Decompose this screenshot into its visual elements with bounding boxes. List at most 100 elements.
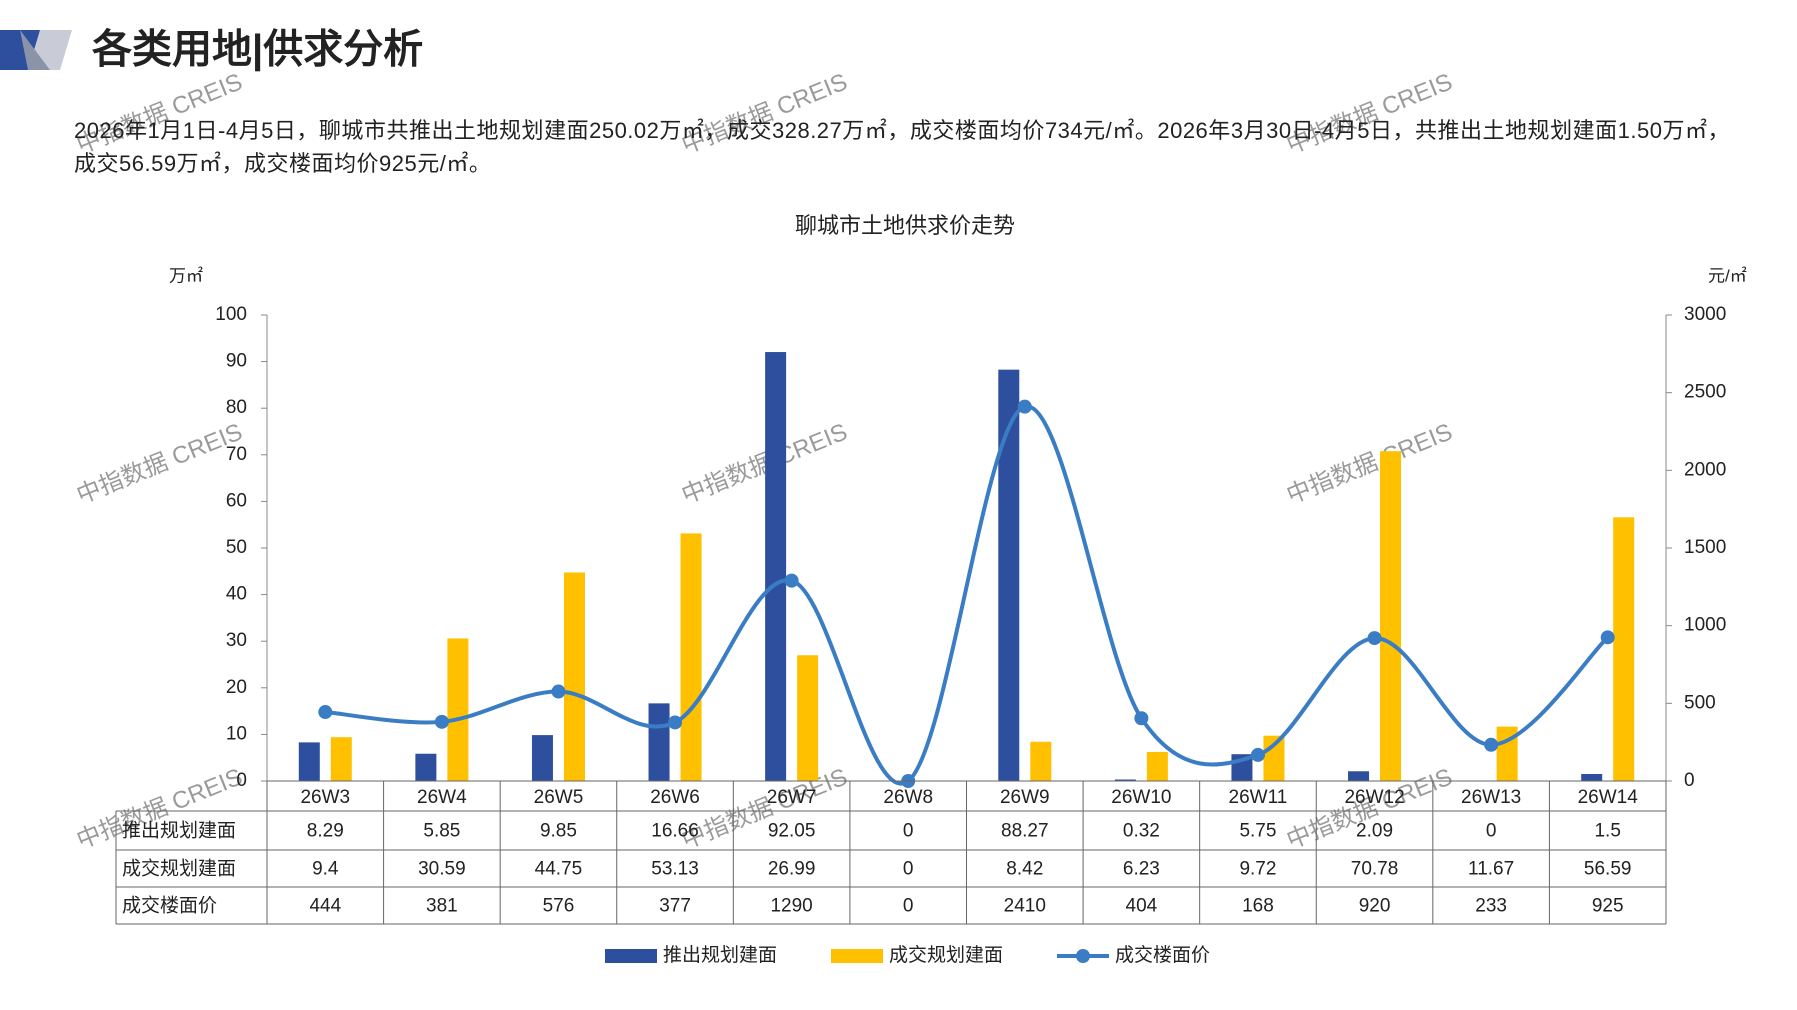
summary-text: 2026年1月1日-4月5日，聊城市共推出土地规划建面250.02万㎡，成交32… [74,118,1730,176]
y-tick-label: 80 [226,397,247,418]
table-cell: 920 [1359,896,1391,917]
x-tick-label: 26W11 [1229,787,1288,808]
watermark: 中指数据 CREIS [73,418,246,509]
x-tick-label: 26W13 [1461,787,1521,808]
bar [1030,741,1052,781]
bar [648,703,670,781]
table-cell: 1.5 [1594,821,1620,842]
y2-tick-label: 1500 [1684,537,1726,558]
table-cell: 70.78 [1351,859,1399,880]
table-cell: 576 [543,896,575,917]
legend-swatch [605,949,657,963]
x-tick-label: 26W5 [534,787,584,808]
table-cell: 404 [1126,896,1158,917]
y-tick-label: 100 [215,304,247,325]
table-cell: 0 [903,896,914,917]
table-cell: 30.59 [418,859,466,880]
y2-tick-label: 3000 [1684,304,1726,325]
x-tick-label: 26W12 [1344,787,1404,808]
y-tick-label: 70 [226,444,247,465]
table-row-label: 成交楼面价 [122,895,217,917]
table-cell: 377 [659,896,691,917]
table-cell: 5.85 [423,821,460,842]
bar [1581,774,1603,781]
table-cell: 6.23 [1123,859,1160,880]
legend-label: 成交楼面价 [1115,944,1210,966]
table-cell: 444 [309,896,341,917]
table-cell: 9.4 [312,859,339,880]
y-tick-label: 0 [236,770,247,791]
y2-tick-label: 500 [1684,692,1716,713]
x-tick-label: 26W10 [1111,787,1171,808]
table-cell: 233 [1475,896,1507,917]
table-cell: 56.59 [1584,859,1632,880]
page-title: 各类用地|供求分析 [92,28,423,72]
legend-label: 成交规划建面 [889,944,1003,966]
legend-label: 推出规划建面 [663,944,777,966]
bar [531,735,553,781]
line-marker [668,715,683,730]
bar [797,655,819,781]
bar [998,369,1020,781]
table-cell: 925 [1592,896,1624,917]
table-cell: 0.32 [1123,821,1160,842]
table-cell: 88.27 [1001,821,1049,842]
bar [330,737,352,781]
bar [1380,451,1402,781]
bar [680,533,702,781]
bar [1613,517,1635,781]
table-cell: 9.72 [1239,859,1276,880]
line-marker [1600,630,1615,645]
x-tick-label: 26W9 [1000,787,1050,808]
line-marker [784,573,799,588]
watermark: 中指数据 CREIS [678,418,851,509]
table-cell: 1290 [770,896,812,917]
x-tick-label: 26W6 [650,787,700,808]
table-cell: 44.75 [535,859,583,880]
table-row-label: 推出规划建面 [122,820,236,842]
table-cell: 8.42 [1006,859,1043,880]
y2-tick-label: 1000 [1684,615,1726,636]
line-marker [1484,737,1499,752]
line-marker [1134,711,1149,726]
chart-title: 聊城市土地供求价走势 [795,213,1015,238]
bar [765,352,787,781]
table-cell: 11.67 [1468,859,1514,880]
table-cell: 381 [426,896,458,917]
x-tick-label: 26W14 [1578,787,1639,808]
table-cell: 2.09 [1356,821,1393,842]
watermark: 中指数据 CREIS [678,763,851,854]
bar [563,572,585,781]
bar [1146,751,1168,781]
table-cell: 9.85 [540,821,577,842]
x-tick-label: 26W3 [300,787,350,808]
line-marker [551,684,566,699]
x-tick-label: 26W7 [767,787,817,808]
bar [298,742,320,781]
table-cell: 168 [1242,896,1274,917]
table-cell: 5.75 [1239,821,1276,842]
line-marker [1017,399,1032,414]
line-marker [1367,631,1382,646]
y-tick-label: 10 [226,723,247,744]
table-cell: 16.66 [651,821,699,842]
bar [1348,771,1370,781]
y-tick-label: 50 [226,537,247,558]
y-tick-label: 90 [226,351,247,372]
y-tick-label: 30 [226,630,247,651]
table-row-label: 成交规划建面 [122,858,236,880]
legend-swatch [831,949,883,963]
bar [415,753,437,781]
line-marker [434,714,449,729]
line [325,404,1610,786]
table-cell: 2410 [1004,896,1046,917]
x-tick-label: 26W8 [883,787,933,808]
table-cell: 0 [903,859,914,880]
line-marker [318,705,333,720]
y-tick-label: 20 [226,677,247,698]
bar [1496,726,1518,781]
y2-axis-label: 元/㎡ [1708,266,1747,285]
y-axis-label: 万㎡ [169,266,203,285]
y2-tick-label: 0 [1684,770,1695,791]
